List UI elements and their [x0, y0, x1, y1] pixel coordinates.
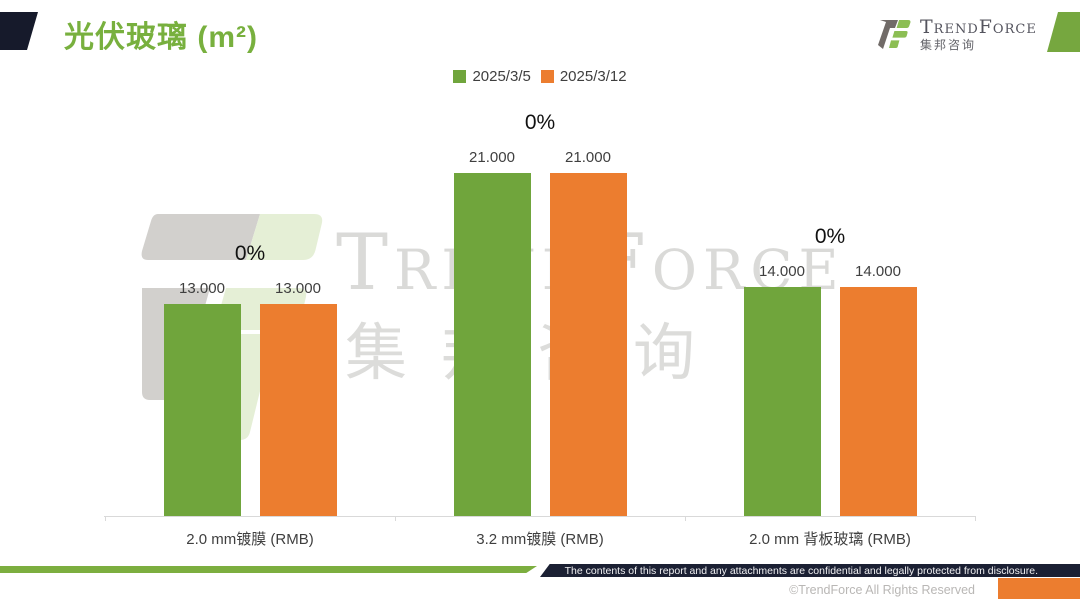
axis-tick [395, 516, 396, 521]
chart-plot: 13.000 13.000 0% 2.0 mm镀膜 (RMB) 21.000 21.000… [104, 100, 976, 548]
category-label: 2.0 mm镀膜 (RMB) [186, 531, 314, 548]
footer-confidential-bar: The contents of this report and any atta… [540, 564, 1080, 577]
footer-confidential-text: The contents of this report and any atta… [564, 564, 1038, 577]
legend-item: 2025/3/5 [453, 68, 531, 85]
trendforce-logo-name: TrendForce [920, 16, 1037, 38]
legend-label: 2025/3/5 [472, 68, 531, 85]
footer-orange-block [998, 578, 1080, 599]
bar-2025/3/5 [453, 173, 531, 516]
value-label: 14.000 [759, 263, 805, 280]
trendforce-logo-icon [878, 20, 911, 49]
legend-item: 2025/3/12 [540, 68, 627, 85]
legend-swatch-orange [540, 70, 554, 83]
value-label: 21.000 [469, 149, 515, 166]
axis-tick [975, 516, 976, 521]
axis-tick [105, 516, 106, 521]
bar-2025/3/12 [549, 173, 627, 516]
bar-2025/3/5 [163, 304, 241, 516]
value-label: 13.000 [275, 280, 321, 297]
legend-swatch-green [453, 70, 467, 83]
corner-parallelogram-dark [0, 12, 38, 50]
delta-label: 0% [524, 111, 556, 134]
footer-green-bar [0, 566, 537, 573]
page-title: 光伏玻璃 (m²) [64, 21, 258, 54]
x-axis-line [104, 516, 976, 517]
value-label: 14.000 [855, 263, 901, 280]
delta-label: 0% [234, 242, 266, 265]
bar-2025/3/12 [259, 304, 337, 516]
trendforce-logo-cn: 集邦咨询 [920, 38, 977, 52]
value-label: 13.000 [179, 280, 225, 297]
chart-group: 13.000 13.000 0% 2.0 mm镀膜 (RMB) [105, 100, 395, 548]
category-label: 2.0 mm 背板玻璃 (RMB) [749, 531, 911, 548]
footer-copyright: ©TrendForce All Rights Reserved [789, 583, 975, 597]
chart-legend: 2025/3/5 2025/3/12 [0, 68, 1080, 85]
legend-label: 2025/3/12 [559, 68, 627, 85]
axis-tick [685, 516, 686, 521]
bar-2025/3/12 [839, 287, 917, 516]
value-label: 21.000 [565, 149, 611, 166]
category-label: 3.2 mm镀膜 (RMB) [476, 531, 604, 548]
delta-label: 0% [814, 225, 846, 248]
bar-2025/3/5 [743, 287, 821, 516]
chart-group: 14.000 14.000 0% 2.0 mm 背板玻璃 (RMB) [685, 100, 975, 548]
corner-parallelogram-green [1047, 12, 1080, 52]
chart-group: 21.000 21.000 0% 3.2 mm镀膜 (RMB) [395, 100, 685, 548]
trendforce-logo: TrendForce 集邦咨询 [877, 16, 1037, 54]
